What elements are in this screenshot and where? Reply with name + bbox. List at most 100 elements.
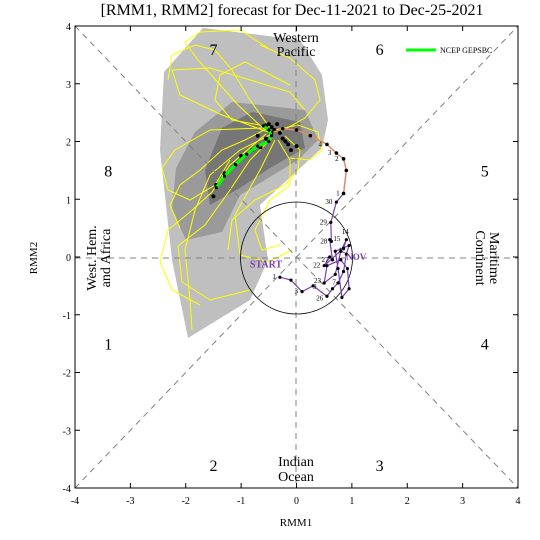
region-label-ocean: Ocean: [278, 470, 314, 485]
ensemble-forecast-point: [275, 122, 280, 127]
phase-label: 6: [376, 42, 384, 59]
ensemble-forecast-point: [288, 148, 293, 153]
observed-point: [329, 239, 333, 244]
forecast-mean-point: [308, 133, 313, 138]
region-labels: Western Pacific Indian Ocean Maritime Co…: [85, 31, 501, 485]
observed-point: [330, 258, 335, 262]
observed-point: [336, 266, 340, 271]
observed-point: [325, 294, 329, 298]
forecast-mean-point: [325, 142, 329, 147]
observed-point-label: 1: [272, 273, 276, 281]
end-label: NOV: [346, 252, 367, 262]
forecast-mean-point: [280, 126, 285, 131]
y-tick-label: -3: [63, 426, 71, 437]
observed-point-label: 23: [314, 277, 322, 285]
y-tick-label: -4: [63, 484, 71, 495]
phase-guides: [74, 25, 519, 489]
ensemble-track: [254, 139, 291, 251]
ensemble-forecast-point: [211, 194, 216, 199]
ensemble-forecast-point: [269, 125, 274, 130]
x-tick-label: -1: [237, 496, 245, 507]
ensemble-track: [184, 29, 269, 131]
ncep-gepsbc-point: [214, 186, 218, 190]
phase-label: 2: [209, 458, 217, 475]
ncep-gepsbc-point: [261, 124, 265, 128]
ensemble-forecast-point: [277, 130, 282, 135]
ensemble-track: [171, 67, 306, 133]
observed-point-label: 22: [313, 262, 321, 270]
observed-point-label: 29: [320, 218, 328, 226]
observed-point: [341, 269, 346, 274]
observed-point-label: 7: [332, 279, 336, 287]
legend-label: NCEP GEPSBC: [440, 46, 492, 55]
observed-point: [300, 290, 304, 294]
region-label-and-africa: and Africa: [99, 228, 114, 287]
x-tick-label: 2: [405, 496, 410, 507]
ncep-gepsbc-point: [233, 163, 238, 167]
observed-point: [347, 243, 351, 248]
ensemble-forecast-point: [294, 144, 299, 149]
region-label-pacific: Pacific: [277, 45, 316, 60]
region-label-continent: Continent: [472, 230, 487, 285]
y-tick-label: -1: [63, 311, 71, 322]
observed-point: [339, 249, 343, 253]
observed-point: [344, 252, 348, 256]
forecast-mean-point: [341, 191, 346, 196]
ensemble-track: [169, 127, 269, 229]
ncep-gepsbc-point: [222, 174, 227, 178]
observed-point: [333, 249, 337, 253]
ensemble-forecast-point: [264, 136, 269, 141]
region-label-maritime: Maritime: [486, 232, 501, 284]
region-label-western: Western: [273, 31, 319, 46]
ensemble-forecast-point: [255, 133, 260, 138]
observed-point: [334, 200, 338, 204]
ensemble-track: [259, 44, 321, 133]
ncep-gepsbc-point: [245, 152, 249, 156]
x-axis-label: RMM1: [280, 517, 312, 529]
observed-point: [341, 246, 346, 250]
ncep-gepsbc-point: [267, 139, 271, 144]
legend: NCEP GEPSBC: [406, 46, 492, 55]
observed-point: [339, 258, 343, 262]
forecast-mean-label: 3: [328, 149, 332, 157]
observed-point-label: 9: [313, 283, 317, 291]
observed-point-label: 26: [316, 294, 324, 302]
observed-point-label: 27: [321, 256, 329, 264]
observed-point: [330, 287, 335, 291]
unit-circle: [240, 201, 353, 315]
phase-label: 1: [104, 337, 112, 354]
observed-point-label: 30: [325, 198, 333, 206]
phase-label: 4: [481, 337, 489, 354]
observed-point-label: 3: [295, 288, 299, 296]
ncep-gepsbc-point: [256, 144, 260, 148]
ncep-gepsbc-point: [269, 134, 274, 138]
observed-point: [340, 295, 344, 300]
observed-point: [322, 264, 326, 268]
ensemble-track: [234, 139, 293, 263]
x-tick-label: 4: [516, 496, 521, 507]
ensemble-forecast-point: [266, 122, 271, 127]
x-tick-label: 0: [294, 496, 299, 507]
ensemble-track: [177, 137, 273, 301]
observed-point: [289, 278, 293, 282]
y-tick-label: 3: [66, 80, 71, 91]
spread-inner: [205, 112, 305, 205]
forecast-mean-label: 2: [335, 155, 339, 163]
y-tick-label: -2: [63, 369, 71, 380]
phase-label: 7: [209, 42, 217, 59]
observed-point-label: 28: [320, 237, 328, 245]
observed-point-label: 12: [338, 246, 346, 254]
x-tick-label: -3: [126, 496, 134, 507]
y-tick-label: 4: [66, 22, 71, 33]
ensemble-track: [159, 133, 267, 306]
ensemble-track: [214, 61, 291, 126]
ensemble-track: [167, 44, 271, 129]
ensemble-forecast-point: [283, 139, 288, 144]
forecast-mean-point: [341, 157, 346, 161]
forecast-mean-point: [344, 168, 349, 173]
ensemble-track: [161, 127, 263, 201]
observed-point: [322, 281, 326, 285]
ensemble-forecast-point: [286, 142, 291, 147]
observed-point: [345, 266, 350, 271]
